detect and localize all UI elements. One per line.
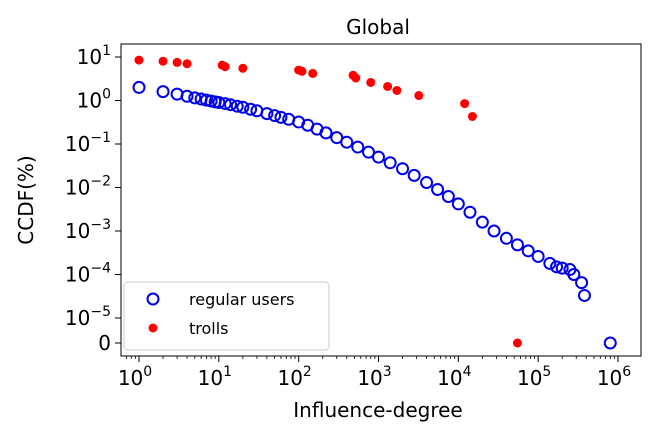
y-tick-label: 10−2 xyxy=(65,174,111,200)
point-trolls xyxy=(392,85,402,95)
point-regular-users xyxy=(260,107,274,121)
legend-marker-trolls xyxy=(148,323,158,333)
point-regular-users xyxy=(319,126,333,140)
point-regular-users xyxy=(575,276,589,290)
legend-label-regular-users: regular users xyxy=(189,290,295,309)
y-tick-label: 101 xyxy=(77,43,111,69)
point-regular-users xyxy=(340,135,354,149)
point-regular-users xyxy=(132,80,146,94)
legend: regular users trolls xyxy=(123,281,330,351)
point-regular-users xyxy=(407,168,421,182)
point-regular-users xyxy=(156,85,170,99)
point-regular-users xyxy=(188,91,202,105)
legend-box xyxy=(123,281,330,351)
x-axis-ticks: 100 101 102 103 104 105 106 xyxy=(118,356,631,390)
plot-frame xyxy=(120,43,642,357)
point-regular-users xyxy=(567,268,581,281)
point-regular-users xyxy=(463,205,477,219)
point-regular-users xyxy=(475,215,489,229)
point-regular-users xyxy=(420,176,434,190)
x-tick-label: 106 xyxy=(597,364,631,390)
point-regular-users xyxy=(577,288,591,302)
y-axis-label: CCDF(%) xyxy=(14,155,38,244)
x-tick-label: 103 xyxy=(357,364,391,390)
point-regular-users xyxy=(521,244,535,258)
point-regular-users xyxy=(268,109,282,123)
point-regular-users xyxy=(431,182,445,196)
point-regular-users xyxy=(510,238,524,252)
x-tick-label: 105 xyxy=(517,364,551,390)
point-trolls xyxy=(238,63,248,73)
point-trolls xyxy=(158,56,168,66)
point-regular-users xyxy=(362,145,376,159)
y-tick-label: 10−5 xyxy=(65,304,111,330)
point-regular-users xyxy=(396,162,410,176)
chart-title: Global xyxy=(346,15,410,39)
point-regular-users xyxy=(603,336,617,350)
legend-label-trolls: trolls xyxy=(189,319,229,338)
y-tick-label: 0 xyxy=(98,331,111,355)
x-tick-label: 102 xyxy=(277,364,311,390)
x-axis-label: Influence-degree xyxy=(293,398,462,422)
point-trolls xyxy=(512,338,522,348)
point-regular-users xyxy=(351,140,365,154)
point-regular-users xyxy=(244,102,258,116)
point-trolls xyxy=(134,55,144,65)
point-regular-users xyxy=(499,231,513,245)
point-regular-users xyxy=(274,110,288,124)
point-regular-users xyxy=(487,224,501,238)
point-trolls xyxy=(297,66,307,76)
point-regular-users xyxy=(451,197,465,211)
point-trolls xyxy=(366,77,376,87)
y-tick-label: 100 xyxy=(77,87,111,113)
x-tick-label: 100 xyxy=(118,364,152,390)
point-regular-users xyxy=(550,260,564,274)
point-regular-users xyxy=(218,97,232,111)
point-trolls xyxy=(172,57,182,67)
point-trolls xyxy=(460,99,470,109)
point-trolls xyxy=(414,91,424,101)
point-trolls xyxy=(383,81,393,91)
point-regular-users xyxy=(441,190,455,204)
point-trolls xyxy=(308,68,318,78)
point-trolls xyxy=(351,73,361,83)
y-axis-ticks: 010−5 10−4 10−3 10−2 10−1 100 101 xyxy=(65,43,121,355)
point-regular-users xyxy=(383,156,397,170)
point-regular-users xyxy=(555,261,569,275)
x-tick-label: 101 xyxy=(198,364,232,390)
point-regular-users xyxy=(223,98,237,112)
y-tick-label: 10−4 xyxy=(65,261,111,287)
point-regular-users xyxy=(531,249,545,263)
point-regular-users xyxy=(230,99,244,113)
y-tick-label: 10−3 xyxy=(65,217,111,243)
point-regular-users xyxy=(372,150,385,164)
point-regular-users xyxy=(212,95,226,109)
point-trolls xyxy=(467,111,477,121)
point-regular-users xyxy=(180,89,194,103)
x-tick-label: 104 xyxy=(437,364,471,390)
legend-marker-regular-users xyxy=(146,292,160,306)
point-regular-users xyxy=(236,100,250,114)
data-points xyxy=(132,55,617,350)
point-trolls xyxy=(220,62,230,72)
point-trolls xyxy=(182,59,192,69)
point-regular-users xyxy=(543,256,557,270)
y-tick-label: 10−1 xyxy=(65,130,111,156)
